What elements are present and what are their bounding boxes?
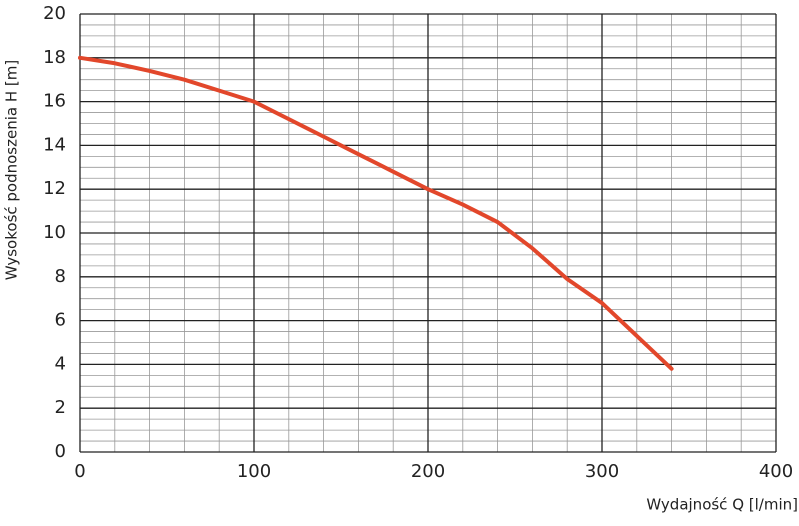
y-tick-label: 6: [55, 310, 66, 331]
y-tick-label: 12: [43, 178, 66, 199]
x-axis-label: Wydajność Q [l/min]: [646, 496, 798, 514]
x-tick-label: 0: [74, 461, 85, 482]
y-tick-label: 0: [55, 441, 66, 462]
x-tick-label: 100: [237, 461, 271, 482]
y-tick-label: 2: [55, 397, 66, 418]
x-tick-label: 200: [411, 461, 445, 482]
y-tick-label: 14: [43, 134, 66, 155]
y-tick-label: 16: [43, 91, 66, 112]
x-tick-label: 300: [585, 461, 619, 482]
y-tick-label: 18: [43, 47, 66, 68]
y-tick-label: 10: [43, 222, 66, 243]
y-tick-label: 4: [55, 353, 66, 374]
y-tick-label: 20: [43, 3, 66, 24]
y-tick-label: 8: [55, 266, 66, 287]
line-series: [78, 55, 674, 371]
y-axis-label: Wysokość podnoszenia H [m]: [3, 60, 21, 280]
x-tick-label: 400: [759, 461, 793, 482]
